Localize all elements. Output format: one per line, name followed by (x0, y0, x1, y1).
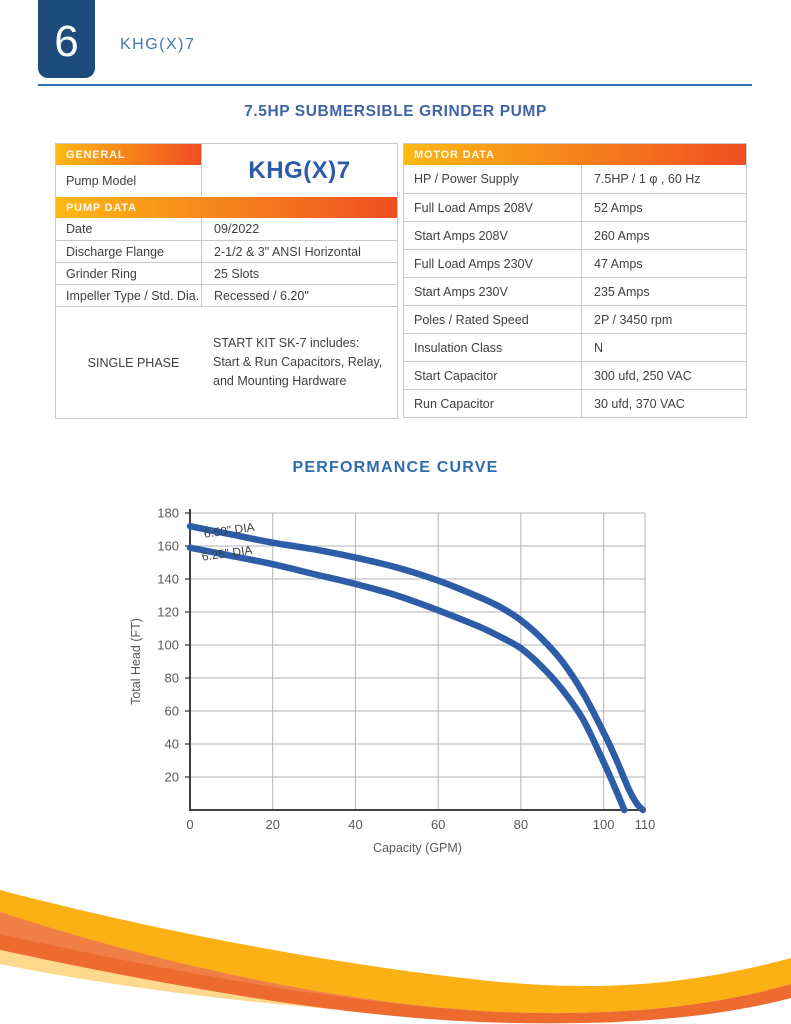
x-tick-label: 0 (186, 817, 193, 832)
row-value: N (581, 333, 746, 361)
x-axis-label: Capacity (GPM) (373, 841, 462, 855)
row-value: 2-1/2 & 3" ANSI Horizontal (201, 240, 397, 262)
row-value: 260 Amps (581, 221, 746, 249)
x-tick-label: 40 (348, 817, 362, 832)
pump-curve (186, 522, 647, 814)
row-label: Insulation Class (404, 333, 581, 361)
motor-data-table: MOTOR DATA HP / Power Supply 7.5HP / 1 φ… (403, 143, 747, 418)
row-value: 300 ufd, 250 VAC (581, 361, 746, 389)
header-model-code: KHG(X)7 (120, 36, 196, 53)
single-phase-label: SINGLE PHASE (56, 306, 201, 418)
footer-wave-decoration (0, 890, 791, 1024)
x-tick-label: 110 (635, 817, 656, 832)
wave-gold-band (0, 890, 791, 1014)
y-tick-label: 100 (157, 638, 179, 653)
single-phase-value: START KIT SK-7 includes: Start & Run Cap… (201, 306, 397, 418)
row-label: HP / Power Supply (414, 172, 519, 186)
pump-curve (186, 544, 628, 814)
row-value: 47 Amps (581, 249, 746, 277)
row-label: Full Load Amps 230V (404, 249, 581, 277)
row-label: Poles / Rated Speed (404, 305, 581, 333)
y-tick-label: 180 (157, 506, 179, 521)
row-label: Full Load Amps 208V (404, 193, 581, 221)
pump-model-label: Pump Model (66, 174, 137, 188)
y-tick-label: 40 (165, 737, 179, 752)
row-value: Recessed / 6.20" (201, 284, 397, 306)
single-phase-line: START KIT SK-7 includes: (213, 336, 360, 351)
single-phase-line: and Mounting Hardware (213, 373, 347, 388)
x-tick-label: 100 (593, 817, 615, 832)
row-label: Discharge Flange (56, 240, 201, 262)
row-label: Date (66, 222, 93, 236)
y-tick-label: 160 (157, 539, 179, 554)
row-label: Run Capacitor (404, 389, 581, 417)
row-value: 52 Amps (581, 193, 746, 221)
y-tick-label: 60 (165, 704, 179, 719)
page-number-tab: 6 (38, 0, 95, 78)
row-label: Start Amps 230V (404, 277, 581, 305)
row-value: 2P / 3450 rpm (581, 305, 746, 333)
single-phase-line: Start & Run Capacitors, Relay, (213, 355, 383, 370)
row-label: Grinder Ring (56, 262, 201, 284)
row-label: Start Amps 208V (404, 221, 581, 249)
y-tick-label: 120 (157, 605, 179, 620)
general-pump-data-table: GENERAL KHG(X)7 Pump Model PUMP DATA Dat… (55, 143, 398, 419)
row-value: 30 ufd, 370 VAC (581, 389, 746, 417)
x-tick-label: 80 (514, 817, 528, 832)
header-divider (38, 84, 752, 86)
page-title: 7.5HP SUBMERSIBLE GRINDER PUMP (244, 103, 547, 120)
y-tick-label: 80 (165, 671, 179, 686)
y-tick-label: 140 (157, 572, 179, 587)
performance-curve-title: PERFORMANCE CURVE (292, 459, 499, 476)
row-value: 09/2022 (201, 218, 397, 240)
row-value: 25 Slots (201, 262, 397, 284)
row-label: Impeller Type / Std. Dia. (56, 284, 201, 306)
performance-chart: 20 40 60 80 100 120 140 160 180 0 20 40 60 80 100 110 Ca… (129, 506, 656, 856)
pump-model-value: KHG(X)7 (201, 144, 397, 197)
wave-orange-band (0, 912, 791, 1024)
row-label: Start Capacitor (404, 361, 581, 389)
y-axis-label: Total Head (FT) (129, 618, 143, 705)
y-tick-label: 20 (165, 770, 179, 785)
page-number: 6 (54, 17, 79, 66)
motor-data-section-header: MOTOR DATA (404, 144, 746, 165)
x-tick-label: 60 (431, 817, 445, 832)
row-value: 235 Amps (581, 277, 746, 305)
pump-data-section-header: PUMP DATA (56, 197, 397, 218)
x-tick-label: 20 (265, 817, 279, 832)
row-value: 7.5HP / 1 φ , 60 Hz (581, 165, 746, 193)
general-section-header: GENERAL (56, 144, 201, 165)
